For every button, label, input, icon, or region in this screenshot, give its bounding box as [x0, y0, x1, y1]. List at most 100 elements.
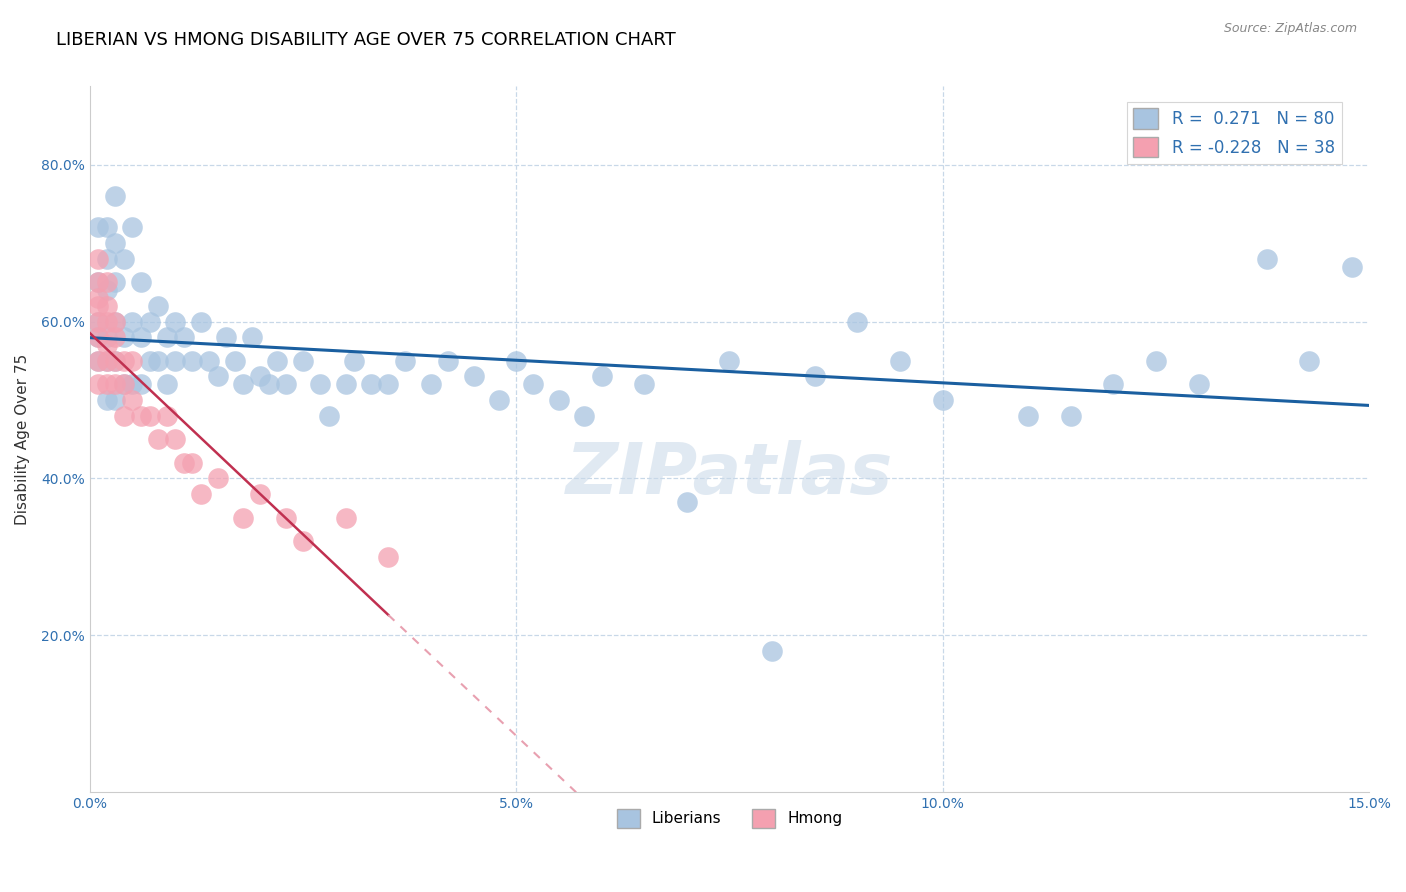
- Point: [146, 353, 169, 368]
- Point: [112, 330, 135, 344]
- Point: [889, 353, 911, 368]
- Point: [129, 330, 152, 344]
- Point: [574, 409, 596, 423]
- Point: [121, 377, 143, 392]
- Point: [675, 495, 697, 509]
- Point: [104, 236, 127, 251]
- Point: [104, 189, 127, 203]
- Point: [96, 392, 118, 407]
- Point: [96, 299, 118, 313]
- Point: [129, 276, 152, 290]
- Point: [1059, 409, 1081, 423]
- Point: [591, 369, 613, 384]
- Point: [224, 353, 246, 368]
- Point: [87, 377, 110, 392]
- Point: [87, 314, 110, 328]
- Point: [377, 549, 399, 564]
- Point: [155, 330, 177, 344]
- Point: [146, 299, 169, 313]
- Point: [274, 510, 297, 524]
- Point: [96, 353, 118, 368]
- Point: [146, 432, 169, 446]
- Point: [121, 220, 143, 235]
- Point: [104, 392, 127, 407]
- Point: [87, 353, 110, 368]
- Point: [96, 330, 118, 344]
- Point: [1102, 377, 1125, 392]
- Point: [104, 353, 127, 368]
- Point: [292, 353, 315, 368]
- Point: [87, 220, 110, 235]
- Point: [548, 392, 571, 407]
- Point: [87, 299, 110, 313]
- Point: [190, 314, 212, 328]
- Point: [112, 353, 135, 368]
- Point: [155, 409, 177, 423]
- Point: [165, 314, 187, 328]
- Point: [1144, 353, 1167, 368]
- Point: [165, 353, 187, 368]
- Point: [138, 409, 160, 423]
- Point: [173, 456, 195, 470]
- Point: [96, 252, 118, 266]
- Text: ZIPatlas: ZIPatlas: [565, 440, 893, 509]
- Point: [87, 330, 110, 344]
- Point: [129, 377, 152, 392]
- Point: [87, 276, 110, 290]
- Point: [190, 487, 212, 501]
- Point: [112, 377, 135, 392]
- Point: [96, 276, 118, 290]
- Point: [309, 377, 332, 392]
- Point: [104, 314, 127, 328]
- Point: [335, 510, 357, 524]
- Point: [215, 330, 238, 344]
- Point: [394, 353, 416, 368]
- Point: [1298, 353, 1320, 368]
- Point: [318, 409, 340, 423]
- Point: [343, 353, 366, 368]
- Point: [104, 276, 127, 290]
- Point: [266, 353, 288, 368]
- Point: [96, 338, 118, 352]
- Point: [129, 409, 152, 423]
- Point: [803, 369, 825, 384]
- Point: [488, 392, 510, 407]
- Point: [104, 330, 127, 344]
- Point: [1017, 409, 1039, 423]
- Point: [121, 392, 143, 407]
- Point: [846, 314, 869, 328]
- Point: [181, 456, 204, 470]
- Point: [257, 377, 280, 392]
- Point: [104, 353, 127, 368]
- Point: [463, 369, 485, 384]
- Point: [104, 314, 127, 328]
- Point: [292, 534, 315, 549]
- Point: [138, 353, 160, 368]
- Point: [274, 377, 297, 392]
- Point: [181, 353, 204, 368]
- Point: [112, 409, 135, 423]
- Point: [87, 314, 110, 328]
- Point: [121, 314, 143, 328]
- Point: [437, 353, 460, 368]
- Point: [1341, 260, 1364, 274]
- Point: [1187, 377, 1209, 392]
- Point: [87, 291, 110, 305]
- Point: [104, 377, 127, 392]
- Point: [165, 432, 187, 446]
- Point: [360, 377, 382, 392]
- Point: [87, 330, 110, 344]
- Point: [207, 369, 229, 384]
- Text: Source: ZipAtlas.com: Source: ZipAtlas.com: [1223, 22, 1357, 36]
- Point: [87, 353, 110, 368]
- Point: [96, 377, 118, 392]
- Point: [633, 377, 655, 392]
- Point: [198, 353, 221, 368]
- Point: [718, 353, 741, 368]
- Point: [522, 377, 544, 392]
- Point: [96, 314, 118, 328]
- Point: [761, 644, 783, 658]
- Point: [121, 353, 143, 368]
- Point: [232, 510, 254, 524]
- Point: [96, 220, 118, 235]
